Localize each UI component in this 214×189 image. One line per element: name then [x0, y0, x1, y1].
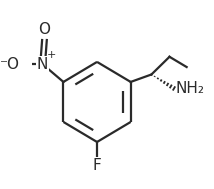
Text: N: N — [37, 57, 48, 72]
Text: O: O — [39, 22, 51, 37]
Text: +: + — [47, 50, 56, 60]
Text: ⁻O: ⁻O — [0, 57, 21, 72]
Text: F: F — [93, 158, 101, 173]
Text: NH₂: NH₂ — [176, 81, 205, 96]
